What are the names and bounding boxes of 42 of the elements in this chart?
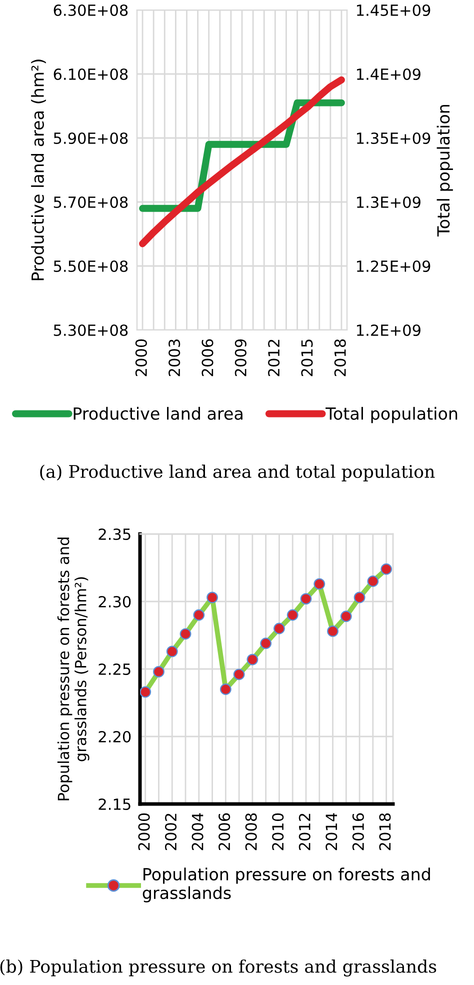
x-tick-label: 2006 xyxy=(202,339,214,376)
text: (b) Population pressure on forests and grasslands xyxy=(0,959,436,977)
text: (a) Productive land area and total population xyxy=(40,464,435,482)
y-tick-label: 2.15 xyxy=(98,798,130,810)
x-tick-label: 2015 xyxy=(301,340,313,376)
y-tick-label: 2.20 xyxy=(98,730,131,743)
y-tick-label: 2.30 xyxy=(98,596,131,608)
legend-label: Population pressure on forests and grasslands xyxy=(142,868,430,902)
x-tick-label: 2000 xyxy=(138,813,150,850)
x-tick-label: 2006 xyxy=(218,813,230,850)
y2-tick-label: 1.45E+09 xyxy=(357,4,430,16)
y-tick-label: 5.70E+08 xyxy=(54,196,128,208)
x-tick-label: 2014 xyxy=(326,813,338,850)
x-tick-label: 2018 xyxy=(334,339,346,376)
x-tick-label: 2018 xyxy=(379,813,391,850)
y-tick-label: 5.90E+08 xyxy=(54,132,128,144)
legend-label: Productive land area xyxy=(74,406,242,420)
y2-tick-label: 1.3E+09 xyxy=(357,196,420,208)
y-tick-label: 2.35 xyxy=(98,528,130,540)
y2-tick-label: 1.35E+09 xyxy=(357,132,430,144)
y-tick-label: 2.25 xyxy=(98,663,130,676)
x-tick-label: 2000 xyxy=(135,339,147,376)
y2-tick-label: 1.2E+09 xyxy=(357,324,420,336)
x-tick-label: 2008 xyxy=(245,813,257,850)
x-tick-label: 2012 xyxy=(298,814,310,850)
x-tick-label: 2016 xyxy=(352,813,364,850)
y-axis-title: Population pressure on forests and grasslands (Person/hm²) xyxy=(57,538,90,800)
y-axis-title: Productive land area (hm²) xyxy=(31,60,46,280)
y-tick-label: 5.30E+08 xyxy=(54,324,128,336)
y-tick-label: 6.30E+08 xyxy=(54,4,128,16)
x-tick-label: 2002 xyxy=(165,814,177,850)
x-tick-label: 2010 xyxy=(272,813,284,850)
x-tick-label: 2004 xyxy=(192,813,204,850)
legend-label: Total population xyxy=(326,406,458,424)
y2-tick-label: 1.4E+09 xyxy=(357,68,420,80)
y-tick-label: 5.50E+08 xyxy=(54,260,128,272)
x-tick-label: 2012 xyxy=(268,340,280,376)
x-tick-label: 2009 xyxy=(234,339,246,376)
x-tick-label: 2003 xyxy=(168,340,180,376)
y2-tick-label: 1.25E+09 xyxy=(357,260,430,272)
y2-axis-title: Total population xyxy=(436,104,453,237)
y-tick-label: 6.10E+08 xyxy=(54,68,128,80)
